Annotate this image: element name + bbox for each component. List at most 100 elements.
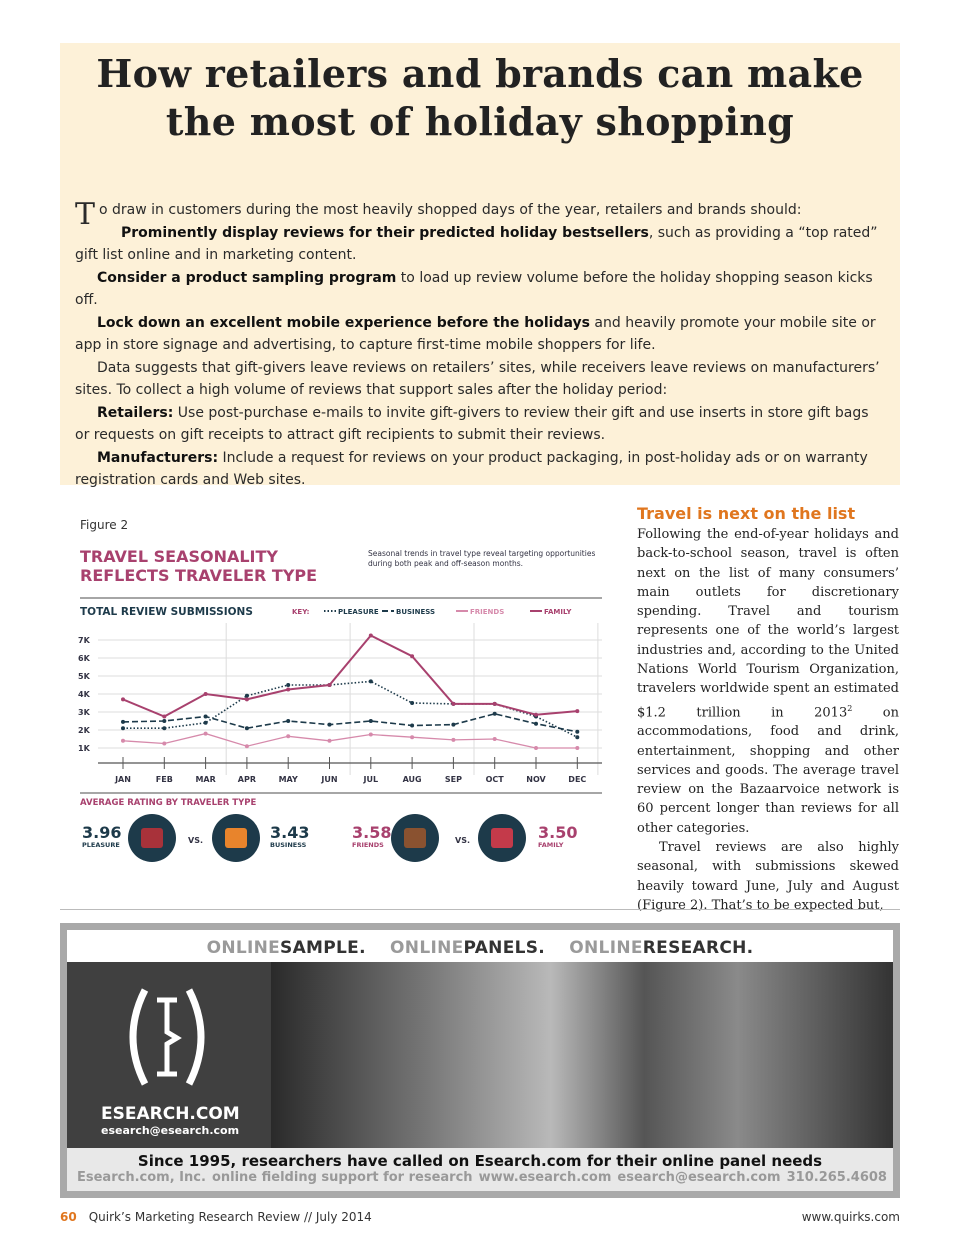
rating-label: FRIENDS [352, 841, 384, 849]
ad-contact-line: Esearch.com, Inc. online fielding suppor… [77, 1170, 887, 1185]
intro-item: Data suggests that gift-givers leave rev… [75, 359, 880, 399]
data-point-pleasure [368, 679, 373, 684]
ad-header: ONLINESAMPLE. ONLINEPANELS. ONLINERESEAR… [206, 938, 754, 958]
data-point-business [368, 719, 373, 723]
data-point-pleasure [410, 701, 415, 705]
data-point-pleasure [121, 726, 125, 731]
data-point-friends [410, 735, 415, 740]
series-line-business [122, 712, 578, 733]
publication-info: Quirk’s Marketing Research Review // Jul… [88, 1210, 372, 1224]
x-tick-label: APR [238, 775, 256, 784]
chart-heading: TOTAL REVIEW SUBMISSIONS [80, 606, 253, 618]
ad-service: online fielding support for research [211, 1170, 473, 1185]
legend-entry: FRIENDS [470, 608, 504, 616]
data-point-pleasure [244, 693, 249, 698]
data-point-friends [368, 732, 373, 737]
data-point-friends [575, 746, 580, 750]
legend-entry: PLEASURE [338, 608, 379, 616]
data-point-business [203, 714, 208, 719]
y-tick-label: 7K [78, 636, 91, 645]
data-point-family [162, 714, 167, 719]
intro-lead: o draw in customers during the most heav… [99, 202, 802, 218]
data-point-friends [492, 737, 497, 741]
data-point-family [368, 633, 373, 638]
series-line-family [122, 634, 578, 718]
esearch-logo-icon [129, 988, 205, 1086]
rating-label: FAMILY [538, 841, 564, 849]
column-body: Following the end-of-year holidays and b… [637, 527, 899, 913]
data-point-family [286, 687, 291, 692]
chart-title-line1: TRAVEL SEASONALITY [80, 547, 278, 566]
data-point-family [244, 697, 249, 702]
legend-entry: BUSINESS [396, 608, 435, 616]
intro-item: Manufacturers: Include a request for rev… [75, 449, 868, 489]
data-point-family [575, 709, 580, 714]
x-tick-label: JAN [114, 775, 131, 784]
intro-item: Retailers: Use post-purchase e-mails to … [75, 404, 869, 444]
data-point-business [244, 726, 249, 731]
page-footer: 60 Quirk’s Marketing Research Review // J… [60, 1210, 900, 1224]
intro-item: Prominently display reviews for their pr… [75, 224, 878, 264]
y-tick-label: 5K [78, 672, 91, 681]
data-point-family [451, 701, 456, 706]
intro-item: Consider a product sampling program to l… [75, 269, 873, 309]
rating-label: BUSINESS [270, 841, 307, 849]
data-point-friends [286, 734, 291, 739]
y-tick-label: 6K [78, 654, 91, 663]
data-point-friends [534, 746, 538, 750]
x-tick-label: FEB [156, 775, 173, 784]
data-point-family [327, 683, 332, 687]
rating-heading: AVERAGE RATING BY TRAVELER TYPE [80, 798, 256, 808]
data-point-pleasure [286, 683, 291, 687]
data-point-friends [327, 738, 332, 743]
x-tick-label: SEP [445, 775, 462, 784]
x-tick-label: DEC [568, 775, 586, 784]
page-number: 60 [60, 1210, 77, 1224]
sidebar-box [60, 43, 900, 485]
data-point-friends [203, 731, 208, 736]
y-tick-label: 4K [78, 690, 91, 699]
data-point-business [575, 729, 580, 734]
ad-email-link[interactable]: esearch@esearch.com [617, 1170, 781, 1185]
rating-label: PLEASURE [82, 841, 120, 849]
legend-entry: FAMILY [544, 608, 572, 616]
data-point-friends [451, 737, 456, 742]
x-tick-label: AUG [403, 775, 422, 784]
ad-logo-brand: ESEARCH.COM [101, 1104, 240, 1124]
legend-key-label: KEY: [292, 608, 310, 616]
headline: How retailers and brands can make the mo… [96, 51, 864, 144]
data-point-family [203, 692, 208, 696]
y-tick-label: 1K [78, 744, 91, 753]
data-point-pleasure [575, 735, 580, 740]
chart-title-line2: REFLECTS TRAVELER TYPE [80, 566, 317, 585]
beer-mug-icon-glyph [404, 828, 426, 848]
y-tick-label: 2K [78, 726, 91, 735]
data-point-family [492, 701, 497, 706]
data-point-business [121, 719, 125, 724]
data-point-friends [121, 738, 125, 743]
data-point-business [286, 719, 291, 723]
travel-seasonality-chart: TRAVEL SEASONALITY REFLECTS TRAVELER TYP… [78, 547, 602, 862]
rating-value: 3.43 [270, 823, 309, 842]
esearch-advertisement[interactable]: ONLINESAMPLE. ONLINEPANELS. ONLINERESEAR… [60, 923, 900, 1198]
travel-column: Travel is next on the list Following the… [637, 504, 899, 915]
data-point-friends [244, 744, 249, 749]
data-point-family [121, 697, 125, 702]
divider [60, 909, 900, 910]
x-tick-label: NOV [526, 775, 546, 784]
data-point-family [410, 654, 415, 659]
y-tick-label: 3K [78, 708, 91, 717]
luggage-icon-glyph [491, 828, 513, 848]
data-point-business [410, 723, 415, 728]
vs-label: VS. [455, 836, 470, 845]
drop-cap: T [75, 197, 96, 232]
data-point-pleasure [203, 720, 208, 725]
rating-value: 3.50 [538, 823, 577, 842]
data-point-business [492, 711, 497, 716]
footer-url[interactable]: www.quirks.com [801, 1210, 900, 1224]
ad-tagline: Since 1995, researchers have called on E… [137, 1152, 823, 1170]
briefcase-icon-glyph [225, 828, 247, 848]
data-point-business [327, 722, 332, 727]
ad-website-link[interactable]: www.esearch.com [478, 1170, 612, 1185]
